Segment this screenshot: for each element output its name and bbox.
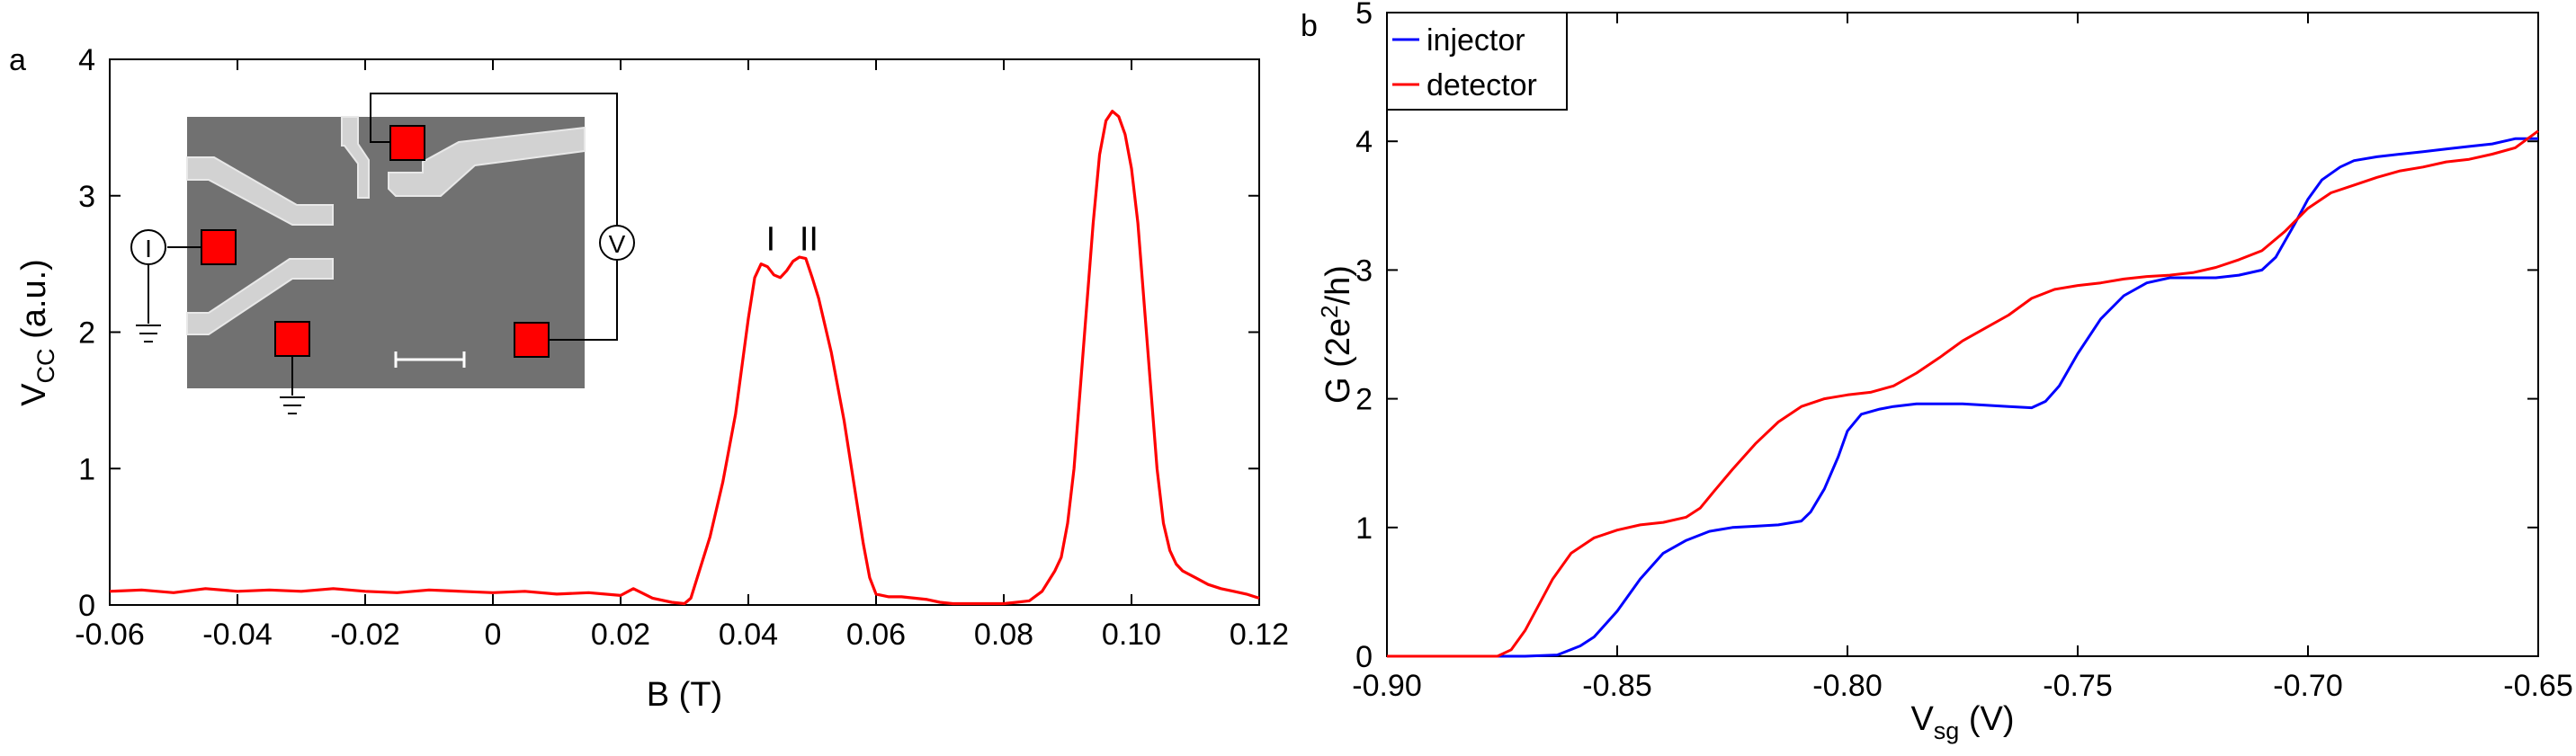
b-xtick-label: -0.75 xyxy=(2043,669,2113,703)
a-ytick-label: 1 xyxy=(78,452,95,486)
y-axis-label-a-unit: (a.u.) xyxy=(15,259,53,348)
x-axis-label-b: Vsg (V) xyxy=(1910,700,2014,744)
scale-bar xyxy=(394,351,466,368)
b-xtick-label: -0.70 xyxy=(2273,669,2343,703)
x-axis-label-b-sub: sg xyxy=(1934,717,1960,744)
b-ytick-label: 4 xyxy=(1355,125,1373,159)
a-xtick-label: 0.04 xyxy=(719,618,778,652)
a-ytick-label: 3 xyxy=(78,180,95,214)
y-axis-label-b-sup: 2 xyxy=(1316,305,1343,317)
b-ytick-label: 1 xyxy=(1355,511,1373,546)
a-xtick-label: 0.08 xyxy=(974,618,1033,652)
y-axis-label-b: G (2e2/h) xyxy=(1316,265,1357,404)
sem-gate-top-center xyxy=(341,116,370,199)
b-ytick-label: 3 xyxy=(1355,253,1373,288)
y-axis-label-b-post: /h) xyxy=(1319,265,1357,305)
b-xtick-label: -0.90 xyxy=(1352,669,1422,703)
y-axis-label-b-pre: G (2e xyxy=(1319,318,1357,404)
legend: injector detector xyxy=(1386,12,1568,111)
x-axis-label-b-main: V xyxy=(1910,700,1934,738)
current-source-symbol: I xyxy=(130,229,166,265)
peak-label-II: II xyxy=(800,220,818,258)
panel-a-label: a xyxy=(9,43,26,77)
y-axis-label-a-main: V xyxy=(15,383,53,406)
panel-b: b -0.90 -0.85 -0.80 -0.75 -0.70 -0.65 012345 … xyxy=(1301,0,2573,744)
a-xtick-label: 0 xyxy=(485,618,502,652)
a-xtick-label: -0.02 xyxy=(330,618,400,652)
a-xtick-label: 0.02 xyxy=(591,618,650,652)
x-axis-label-a: B (T) xyxy=(647,676,722,714)
contact-left xyxy=(201,229,237,265)
y-axis-label-a-sub: CC xyxy=(32,348,59,383)
a-xtick-label: 0.12 xyxy=(1230,618,1289,652)
panel-b-label: b xyxy=(1301,9,1318,43)
sem-gate-upper-right xyxy=(388,126,586,197)
b-ytick-label: 5 xyxy=(1355,0,1373,31)
a-ytick-label: 2 xyxy=(78,316,95,351)
b-xtick-label: -0.80 xyxy=(1812,669,1883,703)
b-ytick-label: 2 xyxy=(1355,383,1373,417)
a-xtick-label: 0.10 xyxy=(1102,618,1161,652)
x-axis-ticks-b: -0.90 -0.85 -0.80 -0.75 -0.70 -0.65 xyxy=(1352,13,2573,703)
a-xtick-label: -0.04 xyxy=(202,618,273,652)
sem-gate-upper-left xyxy=(186,156,334,226)
contact-bottom xyxy=(274,321,310,357)
voltmeter-symbol: V xyxy=(599,225,635,261)
y-axis-ticks-b: 0 1 2 3 4 5 xyxy=(1355,0,2538,674)
b-ytick-label: 0 xyxy=(1355,640,1373,674)
contact-right xyxy=(514,322,550,358)
b-xtick-label: -0.85 xyxy=(1582,669,1652,703)
y-axis-label-a: VCC (a.u.) xyxy=(15,259,59,406)
peak-label-I: I xyxy=(766,220,776,258)
sem-gate-lower-left xyxy=(186,258,334,335)
a-xtick-label: -0.06 xyxy=(75,618,145,652)
b-xtick-label: -0.65 xyxy=(2503,669,2573,703)
voltmeter-label: V xyxy=(609,230,626,258)
series-line-injector xyxy=(1387,137,2538,658)
x-axis-label-b-unit: (V) xyxy=(1959,700,2014,738)
panel-a: a -0.06 -0.04 -0.02 0 0.02 0.04 0.06 0.08 0.10 0.… xyxy=(9,43,1289,714)
series-line-detector xyxy=(1387,129,2539,658)
y-axis-ticks-a: 0 1 2 3 4 xyxy=(78,43,1259,623)
a-ytick-label: 4 xyxy=(78,43,95,77)
series-line-a xyxy=(109,110,1260,606)
current-source-label: I xyxy=(145,235,152,262)
sem-inset: I V xyxy=(130,93,635,414)
a-xtick-label: 0.06 xyxy=(846,618,906,652)
x-axis-ticks-a: -0.06 -0.04 -0.02 0 0.02 0.04 0.06 0.08 0.10 0.12 xyxy=(75,59,1289,652)
legend-label-injector: injector xyxy=(1427,23,1525,58)
wiring xyxy=(136,93,618,414)
legend-label-detector: detector xyxy=(1427,68,1537,102)
contact-top xyxy=(389,125,425,161)
plot-b-frame xyxy=(1386,12,2539,657)
legend-box xyxy=(1386,12,1568,111)
a-ytick-label: 0 xyxy=(78,589,95,623)
